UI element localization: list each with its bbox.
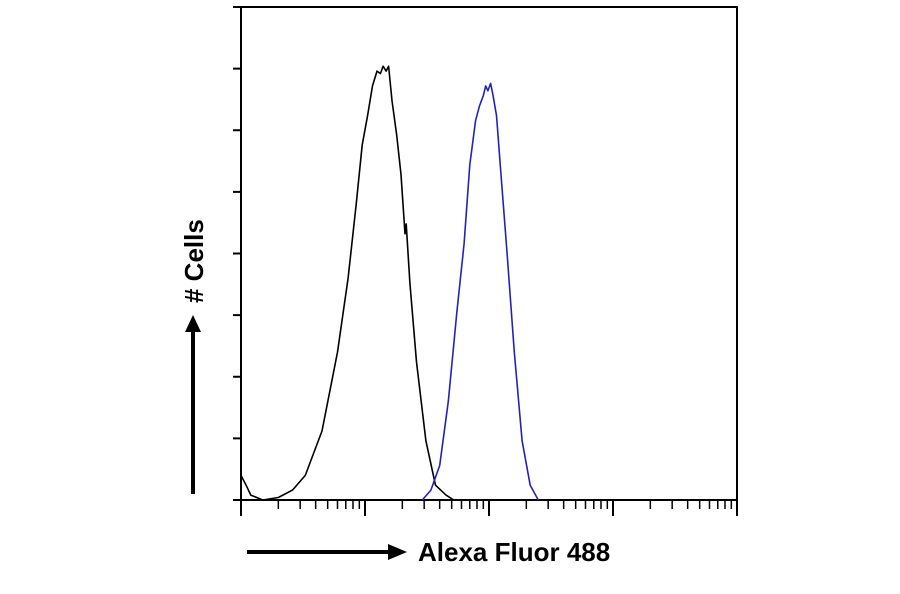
histogram-series-1: [240, 65, 455, 501]
plot-border: [240, 6, 738, 501]
y-axis-label: # Cells: [179, 219, 209, 303]
y-axis-ticks: [233, 6, 241, 501]
x-axis-label: Alexa Fluor 488: [418, 537, 610, 567]
x-axis-ticks: [240, 500, 738, 516]
series-layer: [240, 65, 540, 501]
x-axis-arrow: [247, 544, 407, 560]
histogram-series-2: [421, 82, 540, 501]
plot-frame: [240, 6, 738, 501]
y-axis-arrow: [185, 315, 201, 494]
